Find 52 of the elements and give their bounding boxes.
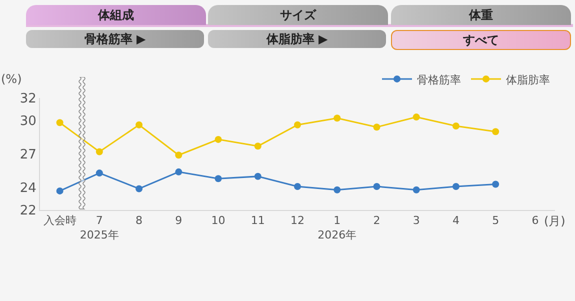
point: [373, 182, 380, 190]
point: [136, 121, 143, 128]
x-tick-label: 12: [290, 214, 304, 228]
x-tick-label: 8: [136, 214, 143, 228]
text: 骨格筋率 ▶: [26, 30, 204, 48]
point: [294, 121, 301, 128]
x-tick-label: 4: [452, 214, 460, 228]
point: [373, 124, 380, 131]
point: [56, 187, 64, 194]
point: [294, 182, 301, 190]
point: [452, 122, 460, 130]
y-axis-title: (%): [1, 72, 22, 86]
text: すべて: [391, 30, 571, 50]
point: [492, 128, 500, 136]
y-tick-label: 32: [20, 92, 36, 107]
point: [136, 185, 143, 192]
point: [254, 142, 262, 150]
text: 体脂肪率 ▶: [208, 30, 386, 48]
y-tick-label: 30: [20, 114, 36, 129]
x-tick-label: 6: [532, 214, 539, 228]
text: サイズ: [208, 5, 388, 25]
point: [412, 186, 420, 194]
y-tick-label: 27: [20, 148, 36, 163]
point: [492, 180, 500, 188]
x-axis-title: (月): [544, 214, 566, 228]
x-tick-label: 7 2025年: [80, 214, 119, 242]
y-tick-label: 24: [20, 181, 36, 196]
text: 体組成: [26, 5, 206, 25]
point: [96, 170, 103, 177]
point: [214, 136, 222, 143]
point: [254, 172, 262, 180]
point: [175, 168, 182, 176]
x-tick-label: 5: [492, 214, 500, 228]
x-tick-label: 入会時: [43, 214, 76, 228]
legend-label: 骨格筋率: [417, 73, 461, 86]
x-tick-label: 3: [412, 214, 420, 228]
point: [56, 119, 64, 126]
x-tick-label: 1 2026年: [318, 214, 357, 242]
point: [334, 114, 341, 122]
point: [334, 186, 341, 194]
text: 体重: [391, 5, 571, 25]
point: [214, 175, 222, 182]
point: [175, 152, 182, 159]
point: [452, 182, 460, 190]
y-tick-label: 22: [20, 204, 36, 219]
x-tick-label: 11: [250, 214, 265, 228]
point: [412, 114, 420, 121]
x-tick-label: 2: [373, 214, 380, 228]
x-tick-label: 9: [175, 214, 182, 228]
x-tick-label: 10: [211, 214, 226, 228]
legend-label: 体脂肪率: [506, 73, 550, 86]
point: [96, 148, 103, 156]
